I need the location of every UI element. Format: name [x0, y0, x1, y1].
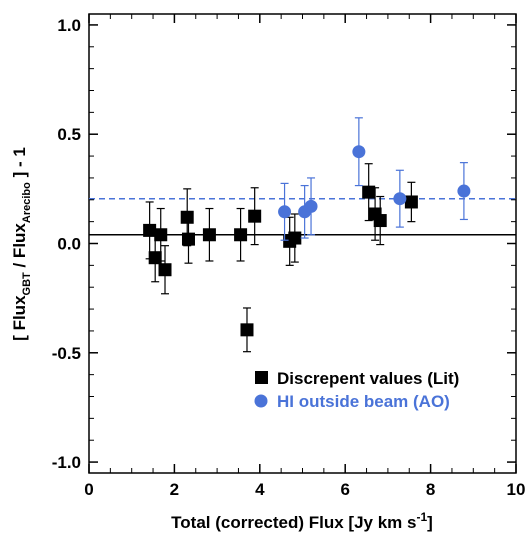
data-point-ao	[457, 184, 471, 198]
data-point-ao	[278, 205, 292, 219]
y-tick-label: 0.5	[57, 125, 81, 144]
x-axis-ticks: 0 2 4 6 8 10	[84, 14, 525, 499]
data-point-lit	[373, 214, 387, 228]
x-axis-title: Total (corrected) Flux [Jy km s-1]	[171, 510, 433, 532]
y-tick-label: 0.0	[57, 235, 81, 254]
data-point-lit	[148, 251, 162, 265]
legend-label-lit: Discrepent values (Lit)	[277, 369, 459, 388]
data-point-lit	[362, 185, 376, 199]
data-point-lit	[158, 263, 172, 277]
data-point-lit	[202, 228, 216, 242]
x-tick-label: 6	[340, 480, 349, 499]
data-point-lit	[288, 231, 302, 245]
y-tick-label: 1.0	[57, 16, 81, 35]
y-tick-label: -0.5	[52, 344, 81, 363]
data-point-ao	[393, 192, 407, 206]
y-tick-label: -1.0	[52, 453, 81, 472]
data-point-ao	[304, 199, 318, 213]
legend-label-ao: HI outside beam (AO)	[277, 392, 450, 411]
data-point-lit	[248, 209, 262, 223]
data-point-lit	[143, 223, 157, 237]
data-point-lit	[404, 195, 418, 209]
data-point-ao	[352, 145, 366, 159]
data-point-lit	[181, 232, 195, 246]
x-tick-label: 8	[426, 480, 435, 499]
x-tick-label: 0	[84, 480, 93, 499]
y-axis-ticks: -1.0 -0.5 0.0 0.5 1.0	[52, 16, 516, 472]
data-point-lit	[180, 210, 194, 224]
data-point-lit	[234, 228, 248, 242]
data-point-lit	[154, 228, 168, 242]
data-points	[143, 117, 471, 353]
x-tick-label: 4	[255, 480, 265, 499]
legend: Discrepent values (Lit) HI outside beam …	[254, 369, 459, 411]
x-tick-label: 10	[507, 480, 526, 499]
x-tick-label: 2	[170, 480, 179, 499]
y-axis-title: [ FluxGBT / FluxArecibo ] - 1	[10, 147, 33, 341]
data-point-lit	[240, 323, 254, 337]
legend-marker-lit	[255, 371, 268, 384]
legend-marker-ao	[254, 394, 268, 408]
